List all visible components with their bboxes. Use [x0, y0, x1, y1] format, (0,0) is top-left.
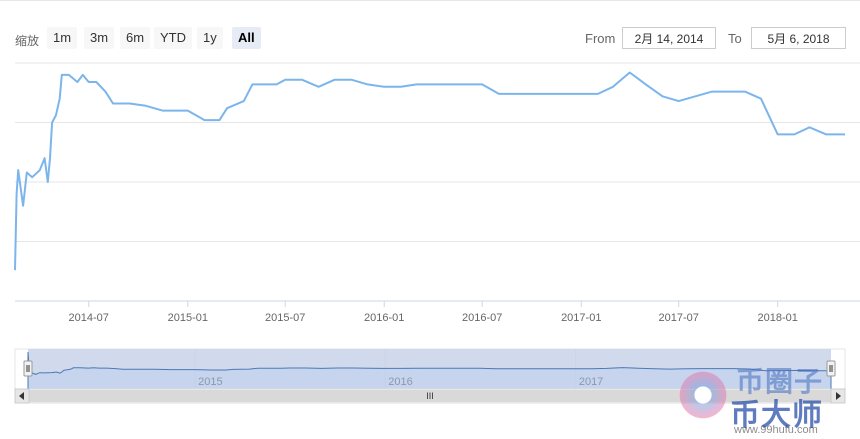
navigator-left-handle[interactable]: [23, 360, 33, 377]
y-gridlines: [15, 62, 860, 242]
x-axis-tick-label: 2017-07: [658, 312, 698, 324]
range-selector-toolbar: 缩放 1m 3m 6m YTD 1y All From 2月 14, 2014 …: [0, 26, 860, 52]
navigator-left-handle-body[interactable]: [23, 360, 33, 377]
x-axis-tick-label: 2015-01: [168, 312, 208, 324]
range-button-3m[interactable]: 3m: [84, 27, 115, 49]
range-button-ytd[interactable]: YTD: [154, 27, 192, 49]
x-axis-tick-label: 2017-01: [561, 312, 601, 324]
x-axis-tick-label: 2016-01: [364, 312, 404, 324]
to-label: To: [728, 31, 742, 46]
zoom-label: 缩放: [15, 34, 40, 48]
navigator-year-label: 2015: [198, 376, 222, 388]
x-axis-tick-label: 2018-01: [758, 312, 798, 324]
scrollbar-grip: III: [426, 391, 434, 401]
navigator-right-handle-body[interactable]: [826, 360, 836, 377]
range-button-1y[interactable]: 1y: [197, 27, 223, 49]
x-axis-ticks: 2014-07 2015-01 2015-07 2016-01 2016-07 2017-…: [69, 301, 798, 324]
from-date-input[interactable]: 2月 14, 2014: [622, 27, 716, 49]
scrollbar-left-arrow-icon: [19, 392, 24, 400]
from-label: From: [585, 31, 616, 46]
top-divider: [0, 0, 860, 1]
range-button-1m[interactable]: 1m: [47, 27, 78, 49]
to-date-input[interactable]: 5月 6, 2018: [751, 27, 846, 49]
scrollbar-right-arrow-icon: [836, 392, 841, 400]
range-button-6m[interactable]: 6m: [120, 27, 151, 49]
navigator-right-handle[interactable]: [826, 360, 836, 377]
price-series-line: [14, 71, 845, 271]
x-axis-tick-label: 2015-07: [265, 312, 305, 324]
scrollbar-thumb[interactable]: [29, 390, 831, 402]
navigator-year-labels: 2015 2016 2017: [198, 376, 603, 388]
x-axis-tick-label: 2014-07: [69, 312, 109, 324]
navigator-year-label: 2017: [579, 376, 603, 388]
range-button-all[interactable]: All: [232, 27, 261, 49]
navigator-year-label: 2016: [388, 376, 412, 388]
x-axis-tick-label: 2016-07: [462, 312, 502, 324]
